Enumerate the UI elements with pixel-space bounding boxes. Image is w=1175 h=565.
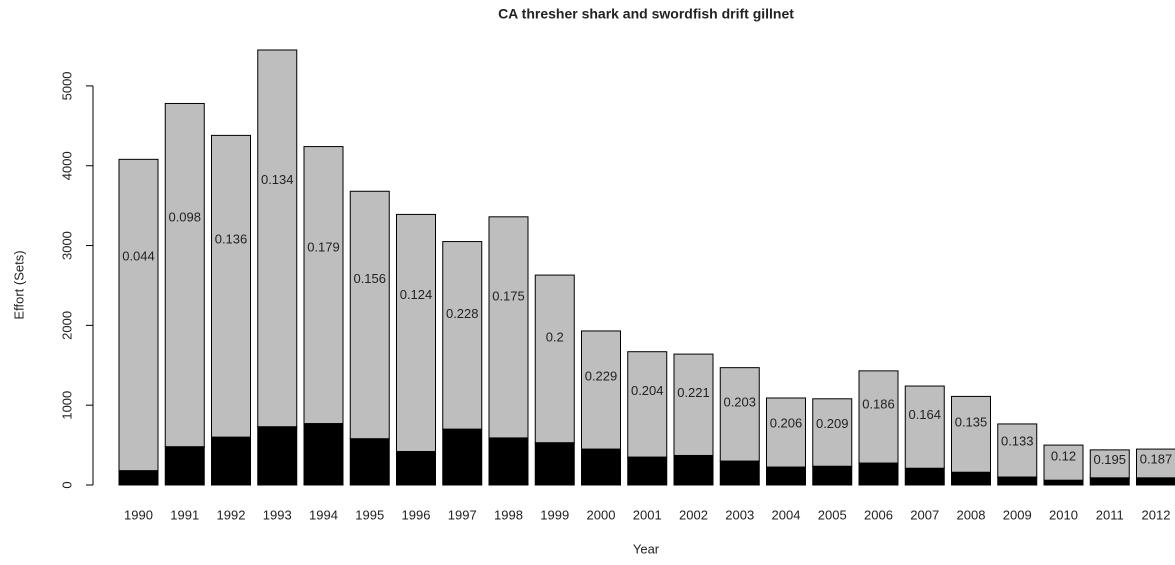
x-tick-label: 1994: [309, 507, 338, 522]
x-tick-label: 1990: [124, 507, 153, 522]
x-tick-label: 2010: [1049, 507, 1078, 522]
x-tick-label: 1996: [402, 507, 431, 522]
x-tick-label: 2005: [818, 507, 847, 522]
bar-annotation: 0.204: [631, 383, 664, 398]
x-tick-label: 2004: [772, 507, 801, 522]
bar-segment: [905, 386, 944, 468]
bar-annotation: 0.203: [723, 394, 756, 409]
bar-segment: [582, 331, 621, 449]
x-tick-label: 2007: [910, 507, 939, 522]
bar-segment: [350, 191, 389, 438]
bar-annotation: 0.12: [1051, 449, 1076, 464]
x-tick-label: 1991: [170, 507, 199, 522]
bar-segment: [489, 217, 528, 438]
bar-segment: [397, 214, 436, 451]
bar-segment: [535, 275, 574, 443]
bar-annotation: 0.186: [862, 397, 895, 412]
bar-segment: [443, 429, 482, 485]
bar-segment: [165, 447, 204, 485]
bar-annotation: 0.209: [816, 416, 849, 431]
x-tick-label: 1998: [494, 507, 523, 522]
bar-annotation: 0.156: [353, 271, 386, 286]
x-tick-label: 2001: [633, 507, 662, 522]
bar-segment: [582, 449, 621, 485]
bar-annotation: 0.124: [400, 287, 433, 302]
bar-segment: [952, 396, 991, 472]
y-tick-label: 1000: [59, 391, 74, 420]
bar-segment: [767, 467, 806, 485]
bar-segment: [397, 451, 436, 485]
bar-annotation: 0.221: [677, 385, 710, 400]
bar-segment: [859, 463, 898, 485]
bar-annotation: 0.195: [1093, 452, 1126, 467]
y-tick-label: 5000: [59, 71, 74, 100]
bar-segment: [119, 471, 158, 485]
bar-segment: [813, 466, 852, 485]
y-axis-label: Effort (Sets): [11, 250, 26, 319]
bar-annotation: 0.133: [1001, 434, 1034, 449]
x-tick-label: 2006: [864, 507, 893, 522]
y-tick-label: 0: [59, 481, 74, 488]
bar-segment: [212, 437, 251, 485]
x-tick-label: 1997: [448, 507, 477, 522]
bar-segment: [304, 424, 343, 485]
x-axis-label: Year: [633, 541, 660, 556]
x-tick-label: 1992: [217, 507, 246, 522]
bar-segment: [859, 371, 898, 463]
bar-segment: [489, 438, 528, 485]
bar-annotation: 0.179: [307, 240, 340, 255]
x-tick-label: 2000: [587, 507, 616, 522]
bar-segment: [998, 477, 1037, 485]
x-tick-label: 2012: [1142, 507, 1171, 522]
x-tick-label: 1993: [263, 507, 292, 522]
bar-annotation: 0.175: [492, 289, 525, 304]
bar-annotation: 0.229: [585, 369, 618, 384]
bar-segment: [165, 103, 204, 446]
bar-segment: [628, 457, 667, 485]
bar-segment: [119, 159, 158, 470]
chart-title: CA thresher shark and swordfish drift gi…: [498, 6, 794, 22]
bar-segment: [212, 135, 251, 437]
bar-segment: [258, 50, 297, 427]
bar-annotation: 0.187: [1140, 451, 1173, 466]
bar-segment: [720, 461, 759, 485]
bar-segment: [350, 439, 389, 485]
bar-segment: [535, 443, 574, 485]
bar-segment: [813, 399, 852, 466]
bar-segment: [905, 468, 944, 485]
bar-annotation: 0.164: [908, 407, 941, 422]
x-tick-label: 2002: [679, 507, 708, 522]
bar-segment: [998, 424, 1037, 477]
bar-segment: [1044, 480, 1083, 485]
bar-segment: [674, 455, 713, 485]
bar-segment: [304, 147, 343, 424]
x-tick-label: 2003: [725, 507, 754, 522]
bar-segment: [443, 242, 482, 430]
bar-segment: [1090, 478, 1129, 485]
y-tick-label: 4000: [59, 151, 74, 180]
bar-segment: [674, 354, 713, 455]
bar-annotation: 0.2: [546, 329, 564, 344]
bar-segment: [720, 368, 759, 461]
x-tick-label: 1995: [355, 507, 384, 522]
y-tick-label: 2000: [59, 311, 74, 340]
bar-segment: [952, 472, 991, 485]
bar-segment: [1137, 478, 1175, 485]
x-tick-label: 1999: [540, 507, 569, 522]
bar-annotation: 0.135: [955, 414, 988, 429]
bar-segment: [628, 352, 667, 457]
bar-annotation: 0.228: [446, 306, 479, 321]
bar-segment: [258, 427, 297, 485]
bar-annotation: 0.044: [122, 248, 155, 263]
bar-segment: [767, 398, 806, 467]
x-tick-label: 2008: [957, 507, 986, 522]
bar-annotation: 0.134: [261, 172, 294, 187]
bar-annotation: 0.136: [215, 232, 248, 247]
x-tick-label: 2011: [1096, 507, 1124, 522]
bar-annotation: 0.206: [770, 416, 803, 431]
x-tick-label: 2009: [1003, 507, 1032, 522]
bar-annotation: 0.098: [168, 209, 201, 224]
y-tick-label: 3000: [59, 231, 74, 260]
